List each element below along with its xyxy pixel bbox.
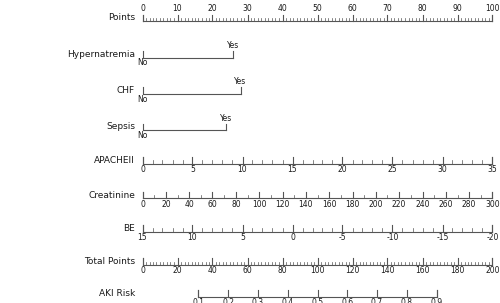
Text: BE: BE: [123, 224, 135, 233]
Text: 80: 80: [278, 266, 287, 275]
Text: 15: 15: [288, 165, 298, 174]
Text: 5: 5: [190, 165, 195, 174]
Text: 220: 220: [392, 200, 406, 209]
Text: 60: 60: [208, 200, 218, 209]
Text: 0: 0: [140, 4, 145, 13]
Text: APACHEII: APACHEII: [94, 156, 135, 165]
Text: 20: 20: [208, 4, 218, 13]
Text: 0.5: 0.5: [312, 298, 324, 303]
Text: 80: 80: [418, 4, 428, 13]
Text: 0.9: 0.9: [430, 298, 442, 303]
Text: 0: 0: [140, 165, 145, 174]
Text: 200: 200: [368, 200, 383, 209]
Text: 140: 140: [380, 266, 394, 275]
Text: 120: 120: [276, 200, 289, 209]
Text: 90: 90: [452, 4, 462, 13]
Text: 0.7: 0.7: [371, 298, 383, 303]
Text: 30: 30: [242, 4, 252, 13]
Text: 20: 20: [161, 200, 170, 209]
Text: 40: 40: [184, 200, 194, 209]
Text: 200: 200: [485, 266, 500, 275]
Text: 0.6: 0.6: [341, 298, 353, 303]
Text: 25: 25: [388, 165, 398, 174]
Text: 0.3: 0.3: [252, 298, 264, 303]
Text: 80: 80: [231, 200, 240, 209]
Text: 0.2: 0.2: [222, 298, 234, 303]
Text: 0.4: 0.4: [282, 298, 294, 303]
Text: No: No: [138, 131, 147, 140]
Text: -5: -5: [338, 233, 346, 242]
Text: No: No: [138, 95, 147, 104]
Text: 15: 15: [138, 233, 147, 242]
Text: 40: 40: [208, 266, 218, 275]
Text: 60: 60: [348, 4, 358, 13]
Text: -10: -10: [386, 233, 398, 242]
Text: 60: 60: [242, 266, 252, 275]
Text: 180: 180: [450, 266, 464, 275]
Text: 280: 280: [462, 200, 476, 209]
Text: 240: 240: [415, 200, 430, 209]
Text: 35: 35: [488, 165, 498, 174]
Text: Yes: Yes: [234, 77, 246, 86]
Text: Points: Points: [108, 13, 135, 22]
Text: -15: -15: [436, 233, 448, 242]
Text: 0.8: 0.8: [400, 298, 412, 303]
Text: 0: 0: [140, 266, 145, 275]
Text: 20: 20: [172, 266, 182, 275]
Text: 50: 50: [312, 4, 322, 13]
Text: 180: 180: [346, 200, 360, 209]
Text: 10: 10: [172, 4, 182, 13]
Text: 0.1: 0.1: [192, 298, 204, 303]
Text: 5: 5: [240, 233, 245, 242]
Text: CHF: CHF: [117, 86, 135, 95]
Text: 70: 70: [382, 4, 392, 13]
Text: 140: 140: [298, 200, 313, 209]
Text: 100: 100: [485, 4, 500, 13]
Text: -20: -20: [486, 233, 498, 242]
Text: Sepsis: Sepsis: [106, 122, 135, 132]
Text: AKI Risk: AKI Risk: [99, 289, 135, 298]
Text: Yes: Yes: [220, 114, 232, 123]
Text: Yes: Yes: [228, 41, 239, 50]
Text: 20: 20: [338, 165, 347, 174]
Text: 100: 100: [252, 200, 266, 209]
Text: 30: 30: [438, 165, 448, 174]
Text: 260: 260: [438, 200, 453, 209]
Text: 40: 40: [278, 4, 287, 13]
Text: 100: 100: [310, 266, 325, 275]
Text: Total Points: Total Points: [84, 257, 135, 266]
Text: 160: 160: [415, 266, 430, 275]
Text: 300: 300: [485, 200, 500, 209]
Text: 0: 0: [290, 233, 295, 242]
Text: 10: 10: [238, 165, 248, 174]
Text: Creatinine: Creatinine: [88, 191, 135, 200]
Text: 120: 120: [346, 266, 360, 275]
Text: No: No: [138, 58, 147, 68]
Text: 160: 160: [322, 200, 336, 209]
Text: 0: 0: [140, 200, 145, 209]
Text: 10: 10: [188, 233, 198, 242]
Text: Hypernatremia: Hypernatremia: [67, 50, 135, 59]
